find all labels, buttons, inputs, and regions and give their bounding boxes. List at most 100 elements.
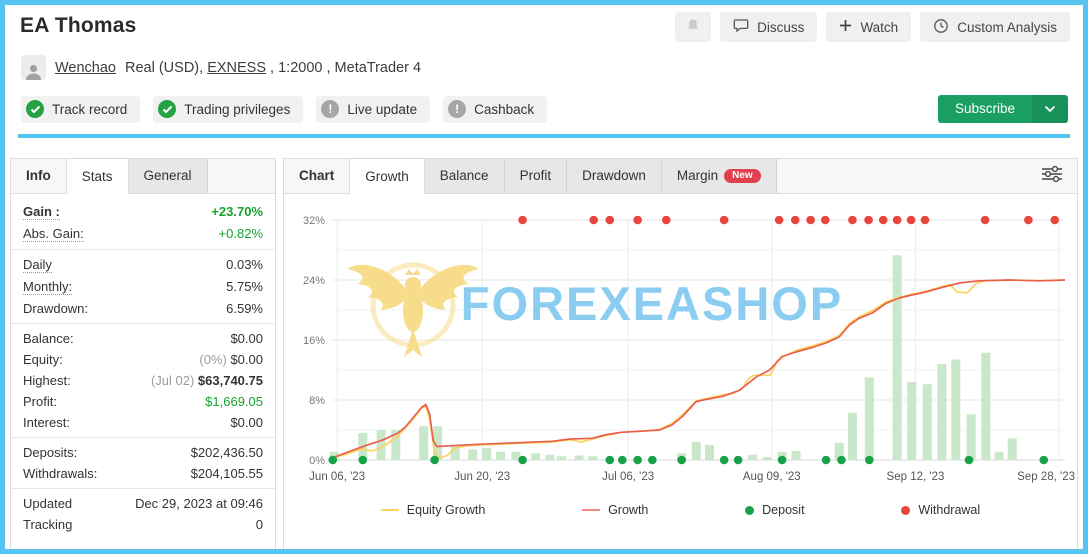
subscribe-dropdown-button[interactable] [1032,95,1068,123]
chart-tab-label: Balance [439,168,489,183]
table-row: Updated Dec 29, 2023 at 09:46 [11,493,275,514]
withdrawal-marker [806,215,815,225]
chart-tab-margin[interactable]: Margin New [661,159,777,193]
table-row: Monthly: 5.75% [11,276,275,298]
x-axis-tick-label: Jun 20, '23 [454,471,510,483]
stats-tab-info[interactable]: Info [11,159,66,193]
volume-bar [531,453,541,460]
chart-tab-chart[interactable]: Chart [284,159,349,193]
check-circle-icon [26,100,44,118]
badge-live-update[interactable]: ! Live update [316,95,431,123]
withdrawal-marker [518,215,527,225]
badge-track-record[interactable]: Track record [21,95,141,123]
chevron-down-icon [1044,100,1056,118]
deposit-marker [821,455,831,465]
broker-link[interactable]: EXNESS [207,59,267,76]
watermark-text: FOREXEASHOP [461,277,843,330]
chart-tab-drawdown[interactable]: Drawdown [567,159,662,193]
discuss-icon [733,18,749,36]
volume-bar [907,382,917,460]
badge-label: Trading privileges [184,101,291,117]
x-axis-tick-label: Sep 28, '23 [1017,471,1075,483]
watermark [347,262,479,357]
stats-tab-stats[interactable]: Stats [65,159,129,194]
stats-tab-general[interactable]: General [128,159,208,193]
stat-label[interactable]: Monthly: [23,279,73,295]
stat-value-main: +23.70% [211,204,263,219]
chart-tab-profit[interactable]: Profit [504,159,568,193]
stat-value: (0%) $0.00 [199,352,263,367]
stat-value-main: $0.00 [230,415,263,430]
badge-cashback[interactable]: ! Cashback [443,95,548,123]
subscribe-split-button: Subscribe [937,95,1068,123]
user-link[interactable]: Wenchao [55,59,116,76]
legend-item-deposit[interactable]: Deposit [745,503,805,517]
volume-bar [847,412,857,460]
stat-label: Tracking [23,517,73,532]
stat-value-main: 0 [255,517,263,532]
legend-label: Equity Growth [406,503,486,517]
stats-group: Gain : +23.70% Abs. Gain: +0.82% [11,194,275,249]
content: Info Stats General Gain : +23.70% Abs. Gain:… [5,138,1083,549]
table-row: Drawdown: 6.59% [11,298,275,319]
withdrawal-marker [892,215,902,225]
stat-value: 0 [256,517,263,532]
badge-label: Track record [52,101,128,117]
y-axis-tick-label: 24% [303,275,325,287]
volume-bar [1007,438,1017,460]
withdrawal-marker [864,215,873,225]
deposit-marker [837,455,846,465]
discuss-button[interactable]: Discuss [720,12,818,42]
table-row: Interest: $0.00 [11,412,275,433]
stat-label[interactable]: Daily [23,257,52,273]
custom-analysis-label: Custom Analysis [957,19,1057,35]
header: EA Thomas Discuss Watch [5,5,1083,138]
withdrawal-marker [661,215,671,225]
legend-label: Growth [608,503,649,517]
stat-value-prefix: (0%) [199,352,231,367]
plus-icon [839,19,852,35]
volume-bar [691,442,701,460]
volume-bar [791,451,801,460]
growth-chart[interactable]: 0% 8% 16% 24% 32% Jun 06, '23 Jun 20, '23 Jul 0… [284,202,1077,494]
volume-bar [329,451,339,460]
stat-value-main: $204,105.55 [190,466,263,481]
deposit-marker [677,455,686,465]
deposit-marker [328,455,338,465]
volume-bar [994,451,1004,460]
verification-badges: Track record Trading privileges ! Live upda… [21,95,548,123]
legend-line-swatch [582,509,601,511]
new-badge: New [724,169,761,183]
withdrawal-marker [589,215,598,225]
stat-label: Withdrawals: [23,466,98,481]
subscribe-button[interactable]: Subscribe [937,95,1032,123]
chart-tab-balance[interactable]: Balance [424,159,505,193]
notifications-button[interactable] [675,12,712,42]
legend-item-growth[interactable]: Growth [582,503,648,517]
stat-label[interactable]: Abs. Gain: [23,226,84,242]
custom-analysis-button[interactable]: Custom Analysis [920,12,1070,42]
stats-tab-label: Stats [81,168,113,184]
legend-item-withdrawal[interactable]: Withdrawal [901,503,980,517]
chart-tab-label: Growth [365,168,409,184]
chart-tabbar: Chart Growth Balance Profit Drawdown Margin Ne… [284,159,1077,194]
chart-tab-growth[interactable]: Growth [349,159,425,194]
badge-trading-privileges[interactable]: Trading privileges [153,95,304,123]
account-row: Wenchao Real (USD), EXNESS , 1:2000 , Me… [21,55,1070,80]
stat-value: $204,105.55 [191,466,263,481]
table-row: Withdrawals: $204,105.55 [11,463,275,484]
stat-label[interactable]: Gain : [23,204,60,220]
stat-label: Profit: [23,394,57,409]
chart-settings-button[interactable] [1027,159,1077,193]
y-axis-tick-label: 0% [309,455,325,467]
y-axis-tick-label: 16% [303,335,325,347]
legend-label: Deposit [762,503,805,517]
watch-button[interactable]: Watch [826,12,912,42]
legend-item-equity-growth[interactable]: Equity Growth [380,503,486,517]
volume-bar [419,426,429,460]
chart-panel: Chart Growth Balance Profit Drawdown Margin Ne… [283,158,1078,549]
y-axis-tick-label: 32% [303,215,325,227]
stat-value: $1,669.05 [205,394,263,409]
stat-value-main: 0.03% [226,257,263,272]
